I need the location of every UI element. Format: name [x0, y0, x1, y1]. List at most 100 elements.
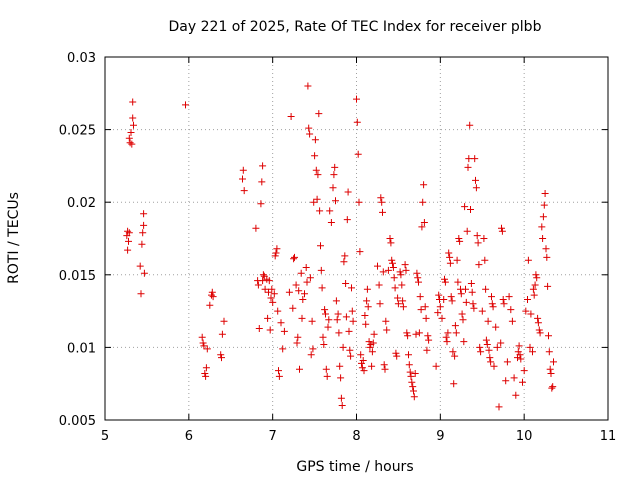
data-point [336, 362, 344, 370]
data-point [277, 319, 285, 327]
data-point [455, 235, 463, 242]
data-point [259, 271, 267, 279]
data-point [306, 274, 314, 282]
data-point [403, 329, 411, 337]
data-point [488, 300, 496, 308]
data-point [483, 341, 491, 348]
data-point [273, 245, 281, 253]
data-point [517, 355, 525, 363]
data-point [349, 317, 357, 325]
data-point [375, 281, 383, 289]
data-point [380, 361, 388, 369]
data-point [536, 329, 544, 337]
data-point [454, 278, 462, 286]
data-point [390, 274, 398, 282]
data-point [377, 194, 385, 202]
data-point [550, 358, 557, 366]
data-point [462, 285, 469, 293]
data-point [314, 171, 322, 179]
data-point [529, 348, 536, 356]
data-point [342, 280, 350, 287]
data-point [530, 291, 538, 299]
data-point [393, 352, 401, 360]
data-point [498, 224, 505, 232]
data-point [289, 304, 297, 312]
data-point [126, 139, 134, 147]
data-point [505, 293, 513, 301]
data-point [279, 345, 287, 353]
data-point [271, 252, 279, 260]
data-point [316, 207, 324, 215]
y-axis-label: ROTI / TECUs [6, 192, 22, 284]
data-point [534, 314, 542, 322]
data-point [217, 351, 225, 359]
data-point [389, 264, 397, 271]
data-point [535, 326, 543, 334]
data-point [313, 195, 321, 203]
data-point [317, 242, 324, 250]
data-point [397, 271, 405, 279]
data-point [362, 320, 370, 328]
data-point [295, 287, 303, 295]
data-point [444, 329, 452, 337]
data-point [299, 296, 307, 303]
data-point [541, 190, 549, 197]
data-point [467, 280, 475, 287]
data-point [358, 359, 365, 367]
data-point [405, 361, 413, 369]
data-point [519, 378, 526, 386]
data-point [383, 326, 391, 334]
data-point [318, 284, 326, 292]
data-point [218, 330, 226, 338]
data-point [449, 348, 457, 356]
data-point [329, 184, 337, 192]
data-point [254, 281, 262, 289]
data-point [386, 235, 394, 242]
y-tick-label: 0.025 [59, 124, 96, 139]
data-point [307, 351, 315, 359]
data-point [280, 327, 288, 335]
data-point [474, 239, 482, 247]
data-point [492, 323, 500, 331]
data-point [285, 288, 293, 296]
data-point [533, 274, 541, 282]
data-point [389, 259, 396, 267]
data-point [432, 362, 440, 370]
data-point [345, 327, 353, 335]
data-point [368, 348, 376, 356]
data-point [298, 314, 306, 322]
data-point [335, 329, 343, 337]
data-point [319, 333, 327, 341]
data-point [442, 333, 450, 341]
data-point [522, 307, 530, 315]
data-point [495, 403, 503, 411]
data-point [124, 246, 132, 254]
x-tick-label: 6 [185, 429, 193, 444]
data-point [417, 306, 425, 314]
data-point [476, 343, 484, 351]
data-point [545, 348, 553, 356]
data-point [441, 278, 449, 286]
data-point [208, 288, 216, 296]
data-point [138, 240, 146, 248]
data-point [270, 290, 278, 298]
data-point [391, 284, 399, 292]
data-point [324, 323, 332, 331]
x-tick-label: 5 [101, 429, 109, 444]
data-point [257, 200, 265, 208]
data-point [239, 175, 246, 183]
data-point [330, 171, 338, 179]
data-point [409, 383, 417, 391]
data-point [520, 367, 528, 375]
data-point [514, 348, 522, 356]
data-point [482, 285, 490, 293]
data-point [312, 166, 320, 174]
data-point [355, 198, 363, 206]
data-point [500, 300, 508, 308]
data-point [275, 367, 282, 375]
data-point [343, 216, 351, 224]
data-point [347, 352, 355, 360]
data-point [182, 101, 189, 109]
data-point [261, 285, 269, 293]
data-point [468, 288, 476, 296]
